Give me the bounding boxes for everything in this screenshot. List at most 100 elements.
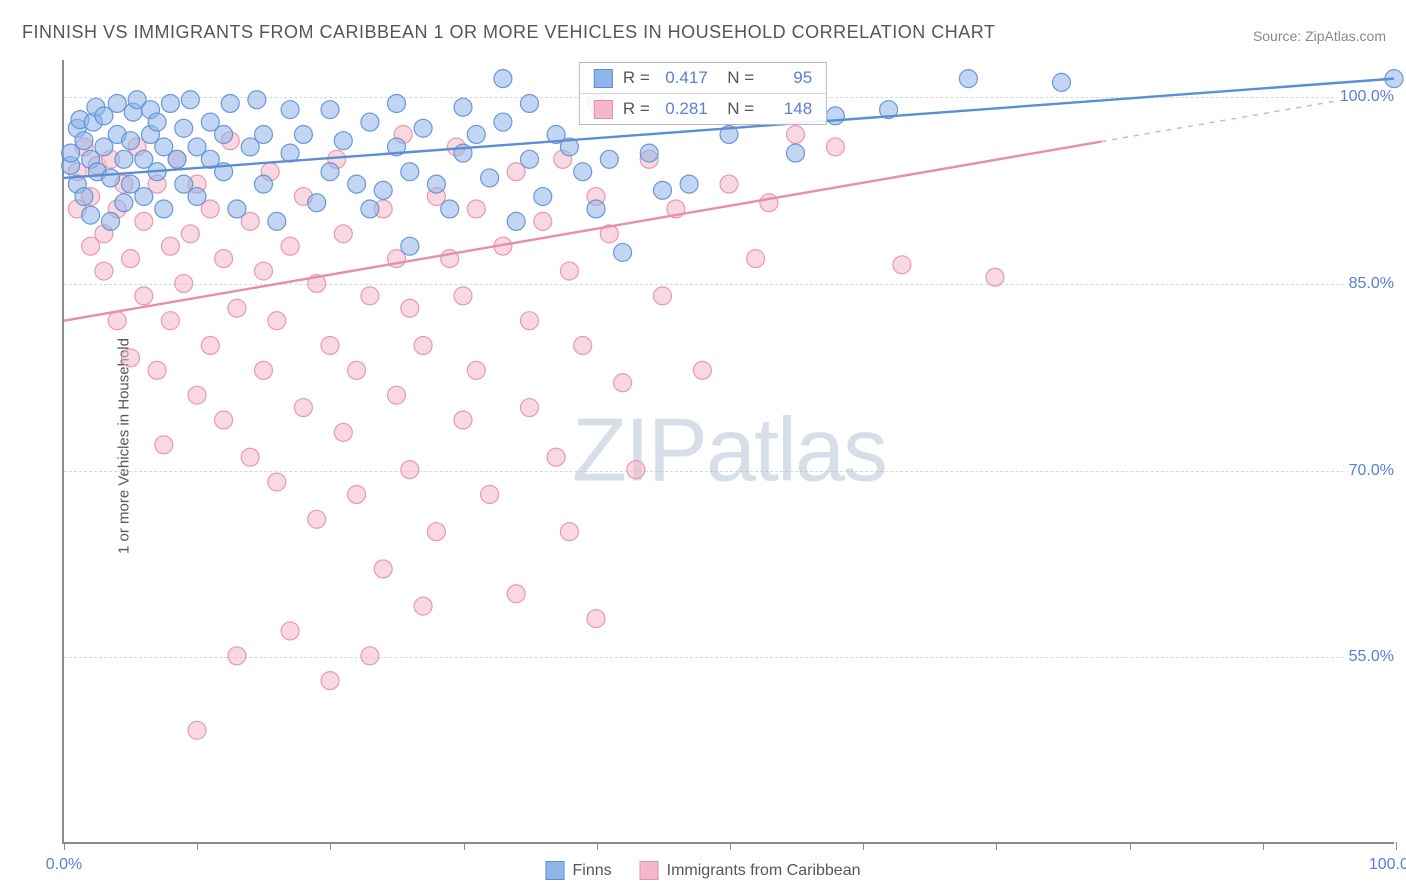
scatter-point	[188, 188, 206, 206]
scatter-point	[454, 287, 472, 305]
scatter-point	[294, 399, 312, 417]
x-tick	[996, 842, 997, 850]
stat-r-label: R =	[623, 68, 650, 88]
scatter-point	[467, 361, 485, 379]
scatter-point	[108, 312, 126, 330]
stat-n-label: N =	[718, 99, 754, 119]
stat-r-value-finns: 0.417	[660, 68, 708, 88]
y-tick-label: 55.0%	[1343, 648, 1394, 666]
scatter-point	[959, 70, 977, 88]
scatter-point	[161, 312, 179, 330]
y-tick-label: 85.0%	[1343, 275, 1394, 293]
x-tick-label: 100.0%	[1369, 856, 1406, 874]
scatter-point	[321, 101, 339, 119]
scatter-point	[521, 312, 539, 330]
y-tick-label: 70.0%	[1343, 462, 1394, 480]
scatter-point	[574, 337, 592, 355]
scatter-point	[587, 610, 605, 628]
x-tick	[597, 842, 598, 850]
scatter-point	[334, 423, 352, 441]
scatter-point	[361, 200, 379, 218]
scatter-point	[95, 262, 113, 280]
scatter-point	[454, 98, 472, 116]
scatter-point	[986, 268, 1004, 286]
scatter-point	[574, 163, 592, 181]
scatter-point	[614, 374, 632, 392]
scatter-point	[414, 337, 432, 355]
scatter-point	[826, 138, 844, 156]
scatter-point	[122, 349, 140, 367]
stat-n-value-caribbean: 148	[764, 99, 812, 119]
scatter-point	[614, 243, 632, 261]
scatter-point	[281, 101, 299, 119]
scatter-point	[534, 212, 552, 230]
scatter-point	[215, 411, 233, 429]
scatter-point	[521, 94, 539, 112]
chart-title: FINNISH VS IMMIGRANTS FROM CARIBBEAN 1 O…	[22, 22, 995, 43]
scatter-point	[181, 91, 199, 109]
stat-r-value-caribbean: 0.281	[660, 99, 708, 119]
scatter-point	[102, 212, 120, 230]
scatter-point	[521, 150, 539, 168]
scatter-point	[427, 175, 445, 193]
scatter-point	[75, 188, 93, 206]
scatter-point	[135, 188, 153, 206]
stat-n-value-finns: 95	[764, 68, 812, 88]
scatter-point	[75, 132, 93, 150]
scatter-point	[467, 200, 485, 218]
x-tick	[1130, 842, 1131, 850]
scatter-point	[135, 212, 153, 230]
scatter-point	[374, 560, 392, 578]
scatter-point	[122, 250, 140, 268]
x-tick	[730, 842, 731, 850]
scatter-point	[102, 169, 120, 187]
swatch-caribbean	[594, 100, 613, 119]
scatter-point	[241, 448, 259, 466]
chart-svg	[64, 60, 1394, 842]
scatter-point	[627, 461, 645, 479]
scatter-point	[680, 175, 698, 193]
scatter-point	[334, 225, 352, 243]
scatter-point	[248, 91, 266, 109]
scatter-point	[228, 200, 246, 218]
scatter-point	[787, 125, 805, 143]
scatter-point	[547, 448, 565, 466]
bottom-legend: Finns Immigrants from Caribbean	[546, 861, 861, 880]
plot-area: ZIPatlas 55.0%70.0%85.0%100.0% 0.0%100.0…	[62, 60, 1394, 844]
scatter-point	[654, 181, 672, 199]
stat-r-label: R =	[623, 99, 650, 119]
scatter-point	[321, 163, 339, 181]
scatter-point	[148, 113, 166, 131]
scatter-point	[215, 125, 233, 143]
scatter-point	[281, 622, 299, 640]
scatter-point	[155, 200, 173, 218]
scatter-point	[720, 175, 738, 193]
scatter-point	[175, 119, 193, 137]
scatter-point	[181, 225, 199, 243]
scatter-point	[414, 119, 432, 137]
scatter-point	[168, 150, 186, 168]
scatter-point	[215, 250, 233, 268]
scatter-point	[693, 361, 711, 379]
scatter-point	[188, 721, 206, 739]
scatter-point	[135, 287, 153, 305]
scatter-point	[481, 485, 499, 503]
scatter-point	[481, 169, 499, 187]
stats-row-finns: R = 0.417 N = 95	[580, 63, 826, 93]
scatter-point	[348, 175, 366, 193]
plot-container: ZIPatlas 55.0%70.0%85.0%100.0% 0.0%100.0…	[62, 60, 1394, 844]
scatter-point	[228, 647, 246, 665]
x-tick	[464, 842, 465, 850]
scatter-point	[82, 206, 100, 224]
scatter-point	[467, 125, 485, 143]
scatter-point	[155, 436, 173, 454]
scatter-point	[414, 597, 432, 615]
scatter-point	[494, 70, 512, 88]
scatter-point	[587, 200, 605, 218]
scatter-point	[334, 132, 352, 150]
scatter-point	[148, 361, 166, 379]
scatter-point	[401, 299, 419, 317]
x-tick	[64, 842, 65, 850]
scatter-point	[228, 299, 246, 317]
scatter-point	[521, 399, 539, 417]
